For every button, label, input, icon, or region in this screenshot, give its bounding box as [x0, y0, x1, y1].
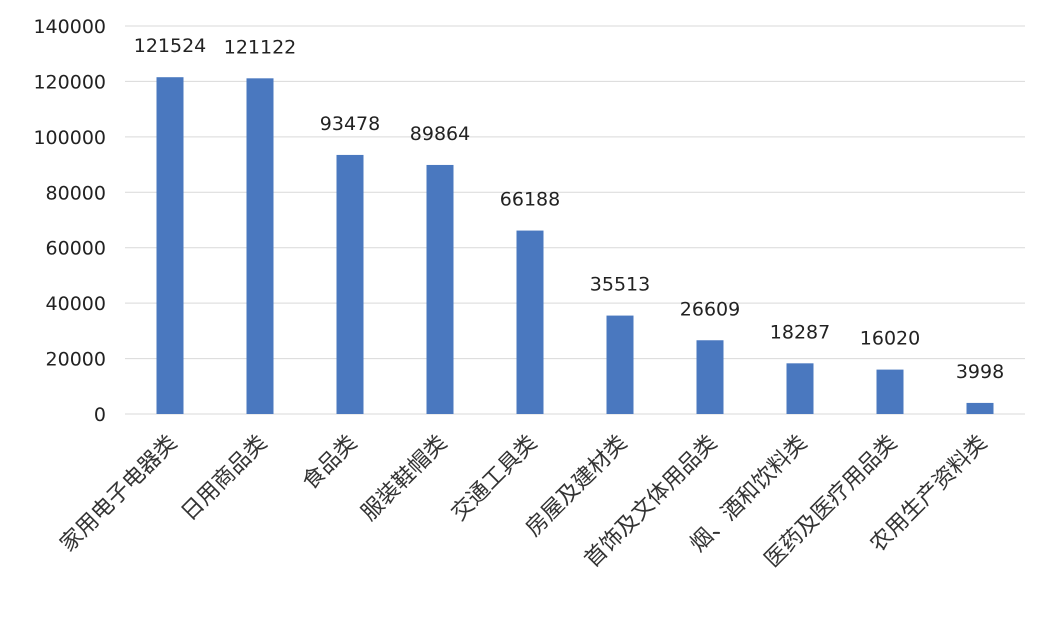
category-label: 服装鞋帽类	[357, 431, 452, 526]
y-tick-label: 80000	[46, 182, 106, 204]
y-tick-label: 0	[94, 404, 106, 426]
y-tick-label: 60000	[46, 238, 106, 260]
category-label: 食品类	[298, 431, 362, 495]
bar	[516, 230, 544, 414]
data-label: 93478	[320, 113, 380, 135]
data-label: 18287	[770, 321, 830, 343]
category-label: 交通工具类	[447, 431, 542, 526]
bar	[336, 154, 364, 414]
data-label: 35513	[590, 274, 650, 296]
bars	[156, 77, 994, 414]
data-label: 66188	[500, 189, 560, 211]
bar	[606, 315, 634, 414]
data-label: 89864	[410, 123, 470, 145]
bar	[426, 164, 454, 414]
category-label: 日用商品类	[177, 431, 272, 526]
bar	[156, 77, 184, 414]
data-label: 121524	[134, 35, 207, 57]
y-tick-label: 20000	[46, 349, 106, 371]
bar	[966, 402, 994, 414]
bar	[696, 340, 724, 414]
y-tick-label: 140000	[33, 16, 106, 38]
data-label: 121122	[224, 36, 297, 58]
data-label: 16020	[860, 328, 920, 350]
y-tick-label: 40000	[46, 293, 106, 315]
bar	[246, 78, 274, 414]
data-labels: 121524 121122 93478 89864 66188 35513 26609 182…	[134, 35, 1004, 383]
bar	[786, 363, 814, 414]
y-axis-ticks: 0 20000 40000 60000 80000 100000 120000 140000	[33, 16, 106, 426]
bar	[876, 369, 904, 414]
data-label: 3998	[956, 361, 1004, 383]
gridlines	[125, 25, 1025, 415]
y-tick-label: 100000	[33, 127, 106, 149]
data-label: 26609	[680, 298, 740, 320]
category-label: 家用电子电器类	[56, 431, 183, 558]
y-tick-label: 120000	[33, 71, 106, 93]
